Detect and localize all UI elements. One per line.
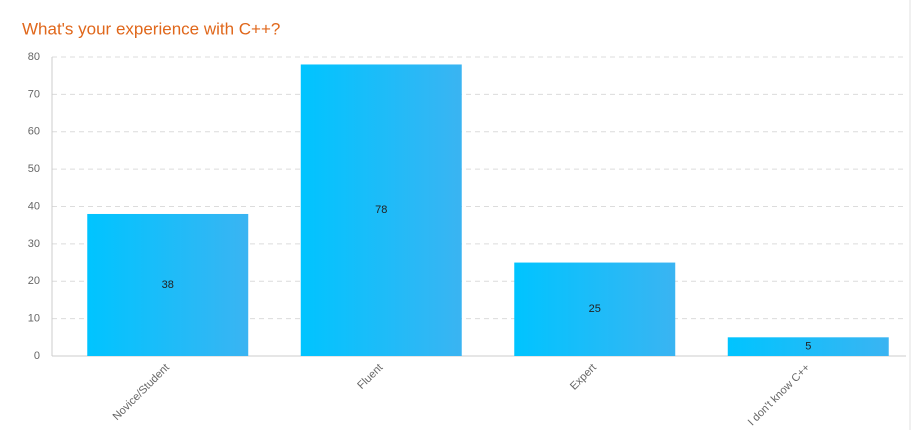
bar: [87, 213, 249, 356]
bar: [727, 337, 889, 356]
y-tick-label: 60: [28, 126, 40, 138]
chart-title: What's your experience with C++?: [22, 19, 280, 38]
bar: [514, 262, 676, 356]
x-tick-label: Novice/Student: [111, 362, 172, 423]
y-tick-label: 20: [28, 275, 40, 287]
y-tick-label: 10: [28, 313, 40, 325]
data-label: 38: [162, 279, 174, 291]
x-tick-label: Fluent: [355, 362, 385, 392]
x-tick-label: Expert: [568, 362, 599, 393]
y-tick-label: 0: [34, 350, 40, 362]
y-tick-label: 80: [28, 51, 40, 63]
x-tick-label: I don't know C++: [746, 362, 813, 429]
data-label: 5: [805, 341, 811, 353]
y-tick-label: 50: [28, 163, 40, 175]
y-tick-label: 30: [28, 238, 40, 250]
data-label: 78: [375, 204, 387, 216]
y-tick-label: 40: [28, 200, 40, 212]
bar: [300, 64, 462, 356]
y-tick-label: 70: [28, 88, 40, 100]
data-label: 25: [589, 303, 601, 315]
